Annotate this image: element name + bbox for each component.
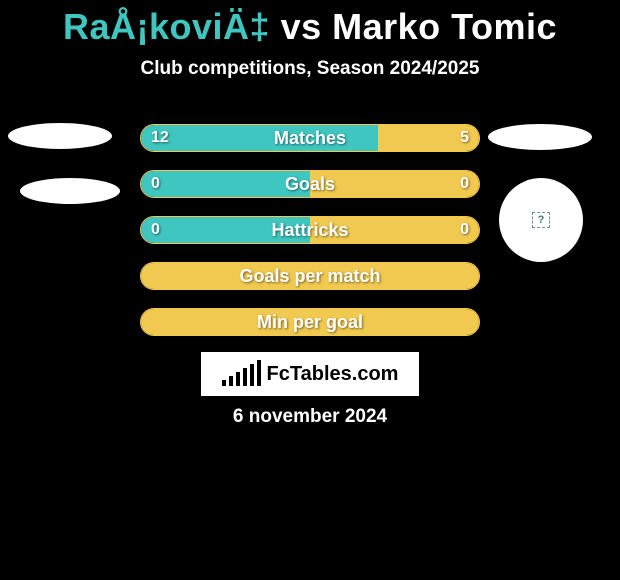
stat-label: Matches xyxy=(141,125,479,151)
stat-value-left: 0 xyxy=(151,171,160,197)
stat-value-right: 0 xyxy=(460,171,469,197)
logo-bar xyxy=(229,376,233,386)
logo-text: FcTables.com xyxy=(267,363,399,386)
logo-bar xyxy=(236,372,240,386)
stat-row: Hattricks0 0 xyxy=(0,212,620,258)
subtitle: Club competitions, Season 2024/2025 xyxy=(0,58,620,80)
generated-date: 6 november 2024 xyxy=(0,406,620,428)
logo-bars-icon xyxy=(222,362,261,386)
stat-row: Min per goal xyxy=(0,304,620,350)
stat-row: Goals per match xyxy=(0,258,620,304)
logo-bar xyxy=(250,364,254,386)
stat-value-left: 12 xyxy=(151,125,169,151)
page-title: RaÅ¡koviÄ‡ vs Marko Tomic xyxy=(0,0,620,48)
stat-label: Goals per match xyxy=(141,263,479,289)
stat-label: Goals xyxy=(141,171,479,197)
logo-bar xyxy=(222,380,226,386)
stat-value-left: 0 xyxy=(151,217,160,243)
player-left-name: RaÅ¡koviÄ‡ xyxy=(63,6,270,47)
stat-value-right: 0 xyxy=(460,217,469,243)
stat-row: Goals0 0 xyxy=(0,166,620,212)
player-right-name: Marko Tomic xyxy=(332,6,557,47)
logo-bar xyxy=(257,360,261,386)
site-logo: FcTables.com xyxy=(201,352,419,396)
stat-label: Min per goal xyxy=(141,309,479,335)
comparison-card: RaÅ¡koviÄ‡ vs Marko Tomic Club competiti… xyxy=(0,0,620,580)
stat-bar: Goals per match xyxy=(140,262,480,290)
stat-rows: Matches125Goals00Hattricks00Goals per ma… xyxy=(0,120,620,350)
stat-label: Hattricks xyxy=(141,217,479,243)
stat-bar: Matches12 5 xyxy=(140,124,480,152)
stat-bar: Min per goal xyxy=(140,308,480,336)
stat-value-right: 5 xyxy=(460,125,469,151)
stat-row: Matches12 5 xyxy=(0,120,620,166)
title-vs: vs xyxy=(281,6,322,47)
stat-bar: Hattricks0 0 xyxy=(140,216,480,244)
stat-bar: Goals0 0 xyxy=(140,170,480,198)
logo-bar xyxy=(243,368,247,386)
